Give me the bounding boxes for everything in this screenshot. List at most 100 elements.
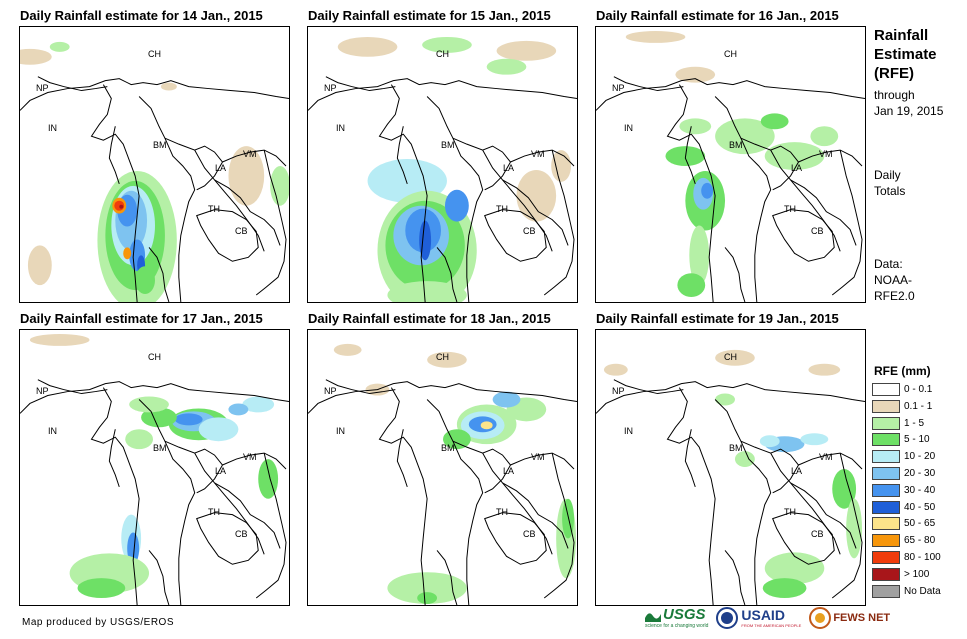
country-border (613, 379, 684, 395)
rainfall-area (77, 578, 126, 599)
rainfall-area (701, 182, 714, 199)
rainfall-area (174, 413, 203, 426)
usgs-tagline: science for a changing world (645, 623, 709, 629)
country-border (684, 126, 696, 185)
rainfall-area (492, 391, 521, 408)
country-border (214, 482, 281, 549)
map-panel-3: CH NP IN BM LA VM TH CB (595, 26, 866, 303)
usaid-text: USAID (741, 607, 785, 623)
fews-logo: FEWS NET (809, 606, 891, 629)
country-border (308, 381, 577, 414)
rainfall-map (20, 333, 289, 605)
rainfall-area (760, 113, 789, 130)
legend-label: 20 - 30 (904, 468, 936, 479)
rainfall-area (808, 363, 841, 376)
country-border (772, 209, 835, 262)
country-border (482, 452, 553, 555)
country-border (325, 379, 396, 395)
country-border (138, 399, 196, 605)
country-border (426, 399, 484, 605)
legend-label: 5 - 10 (904, 434, 930, 446)
legend-label: 30 - 40 (904, 484, 936, 496)
rainfall-area (689, 225, 710, 286)
usaid-logo: USAID FROM THE AMERICAN PEOPLE (716, 606, 802, 629)
country-border (90, 84, 140, 302)
country-border (684, 429, 696, 488)
legend-item: 50 - 65 (872, 516, 935, 531)
country-border (194, 452, 265, 555)
rainfall-area (764, 142, 825, 170)
country-border (543, 149, 575, 296)
through-label: through (874, 88, 915, 102)
legend-item: 10 - 20 (872, 449, 935, 464)
legend-label: 0.1 - 1 (904, 400, 933, 412)
rainfall-area (759, 435, 780, 448)
through-value: Jan 19, 2015 (874, 104, 944, 118)
panel-title-2: Daily Rainfall estimate for 15 Jan., 201… (308, 8, 551, 23)
rainfall-area (375, 162, 432, 190)
country-border (740, 137, 800, 191)
fews-text: FEWS NET (833, 611, 891, 624)
country-border (798, 149, 863, 167)
legend-swatch (872, 483, 900, 497)
country-border (325, 76, 396, 92)
legend-item: 65 - 80 (872, 533, 935, 548)
country-border (596, 381, 865, 414)
legend-label: 0 - 0.1 (904, 384, 933, 395)
country-border (138, 96, 196, 302)
map-credit: Map produced by USGS/EROS (22, 617, 175, 628)
rainfall-area (129, 396, 169, 413)
side-title-line2: Estimate (874, 46, 937, 63)
rainfall-area (832, 468, 857, 509)
legend-item: No Data (872, 584, 941, 599)
rainfall-area (228, 403, 249, 416)
country-border (196, 209, 259, 262)
legend-item: 5 - 10 (872, 432, 930, 447)
rainfall-area (442, 429, 471, 450)
country-border (502, 179, 569, 246)
rainfall-area (800, 433, 829, 446)
legend-swatch (872, 399, 900, 413)
logo-strip: USGS science for a changing world USAID … (645, 606, 890, 629)
country-border (20, 381, 289, 414)
country-border (148, 247, 170, 302)
map-panel-1: CH NP IN BM LA VM TH CB (19, 26, 290, 303)
country-border (255, 452, 287, 599)
country-border (724, 550, 746, 605)
rainfall-area (846, 498, 863, 559)
rainfall-area (679, 118, 712, 135)
legend-item: 20 - 30 (872, 466, 935, 481)
rainfall-area (417, 592, 438, 604)
rainfall-area (677, 273, 706, 298)
country-border (740, 440, 800, 494)
country-border (714, 399, 772, 605)
legend-swatch (872, 567, 900, 581)
usaid-tagline: FROM THE AMERICAN PEOPLE (741, 623, 802, 628)
rainfall-area (49, 41, 70, 52)
rainfall-area (715, 393, 735, 406)
country-border (772, 512, 835, 565)
country-border (164, 137, 224, 191)
legend-label: > 100 (904, 568, 930, 580)
country-border (222, 149, 287, 167)
legend-item: > 100 (872, 567, 929, 582)
daily-line2: Totals (874, 184, 906, 198)
map-panel-6: CH NP IN BM LA VM TH CB (595, 329, 866, 606)
legend-swatch (872, 433, 900, 447)
legend-item: 1 - 5 (872, 416, 924, 431)
rainfall-area (135, 266, 155, 295)
legend-title: RFE (mm) (874, 364, 931, 378)
rainfall-area (337, 36, 398, 57)
fews-sun-icon (809, 606, 832, 629)
legend-label: 80 - 100 (904, 552, 941, 563)
legend-swatch (872, 534, 900, 548)
country-border (164, 440, 224, 494)
legend-swatch (872, 500, 900, 514)
panel-title-4: Daily Rainfall estimate for 17 Jan., 201… (20, 311, 263, 326)
rainfall-area (228, 146, 265, 206)
country-border (108, 429, 120, 488)
rainfall-area (270, 165, 289, 206)
panel-title-3: Daily Rainfall estimate for 16 Jan., 201… (596, 8, 839, 23)
country-border (613, 76, 684, 92)
country-border (502, 482, 569, 549)
